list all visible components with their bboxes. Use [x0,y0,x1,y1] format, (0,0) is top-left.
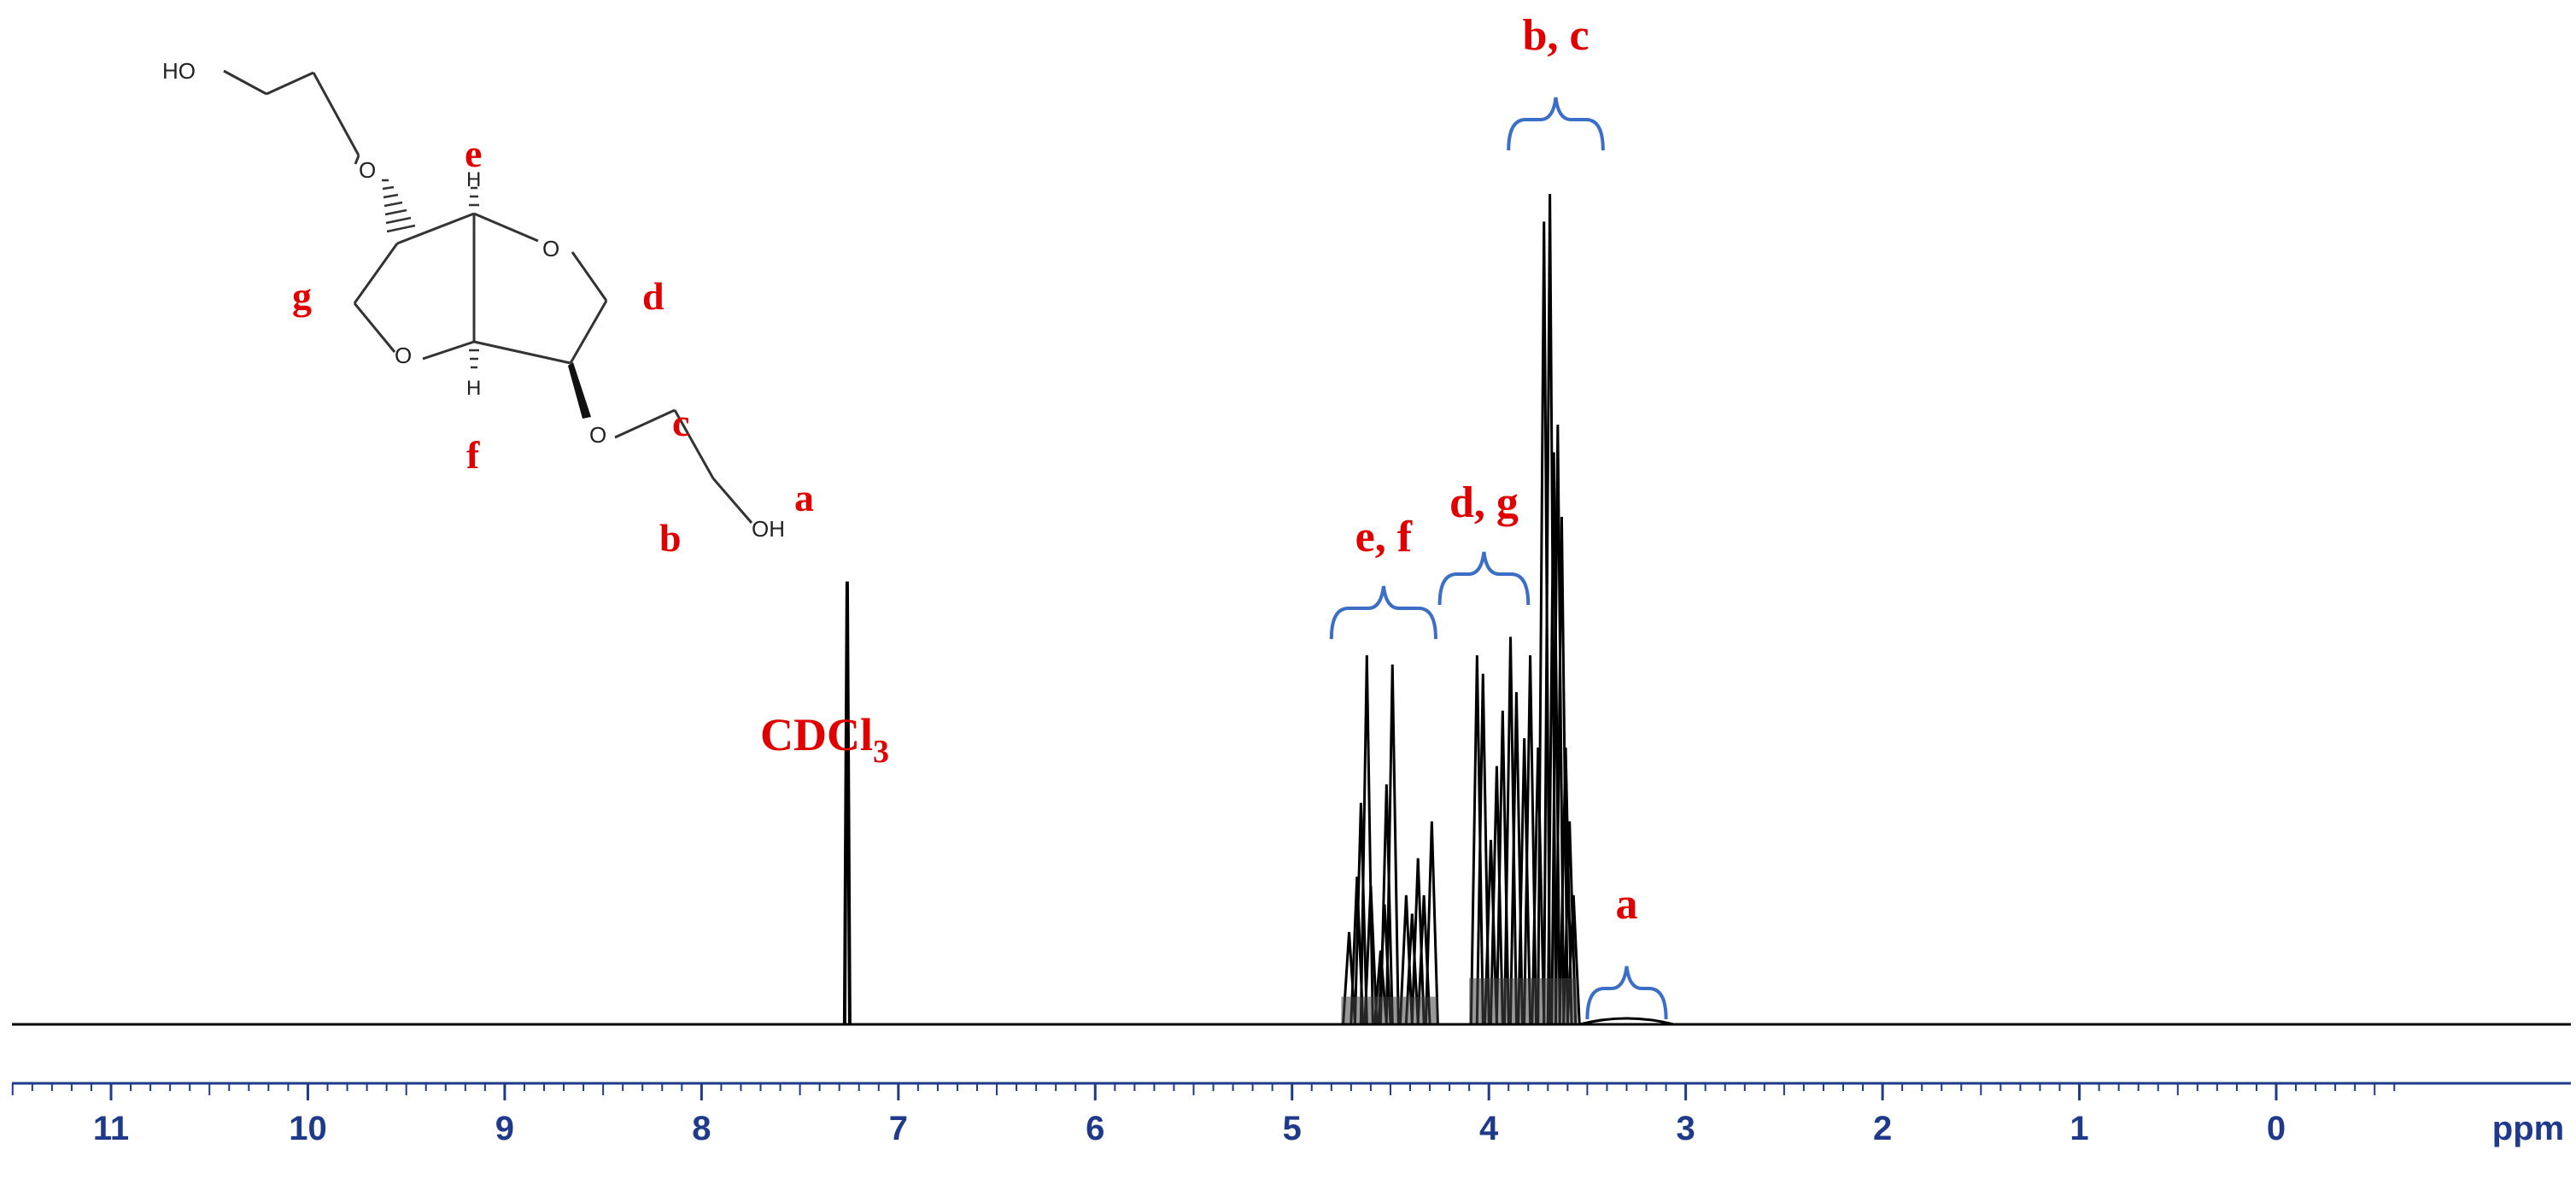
oh-bottom-label: OH [752,516,785,542]
annotation-bracket [1329,585,1437,640]
bond [353,302,396,353]
oxygen-label: O [395,343,412,368]
label-e: e [465,132,482,175]
bond [569,300,608,364]
axis-tick-label: 3 [1677,1110,1695,1147]
bond [422,340,475,361]
annotation-bracket [1585,965,1668,1020]
bond [266,71,314,96]
axis-tick-label: 4 [1479,1110,1499,1147]
axis-tick-label: 1 [2070,1110,2088,1147]
spectrum-peak [1537,221,1552,1025]
hashed-bond [382,179,416,233]
spectrum-peak [1398,895,1414,1025]
oxygen-label: O [589,422,606,448]
label-f: f [466,433,480,477]
axis-unit-label: ppm [2492,1110,2564,1147]
axis-tick-label: 7 [889,1110,908,1147]
spectrum-peak [1410,858,1426,1025]
x-axis: 11 10 9 8 7 6 5 4 3 2 1 0 ppm [11,1082,2571,1147]
spectrum-peak [1424,821,1439,1025]
molecular-structure [223,69,753,524]
bond [312,72,360,156]
bond [673,409,715,479]
label-d: d [642,274,664,318]
multiplet-envelope [1341,996,1438,1024]
spectrum-peak [1489,765,1504,1025]
spectrum-peak [1503,636,1519,1025]
spectrum-peak [1475,673,1490,1025]
hydrogen-label: H [466,168,481,191]
label-a: a [794,476,814,519]
spectrum-peak [1469,654,1484,1025]
axis-tick-label: 2 [1873,1110,1892,1147]
structure-atoms: HO O O O O OH H H [162,58,785,542]
solvent-label-main: CDCl [760,709,873,760]
bond [571,251,608,302]
axis-tick-label: 10 [289,1110,327,1147]
spectrum [842,193,1674,1026]
axis-tick-label: 8 [692,1110,711,1147]
annotation-label: b, c [1523,11,1590,60]
spectrum-peak [1554,516,1569,1025]
spectrum-peak [1379,784,1394,1025]
axis-tick-label: 6 [1086,1110,1104,1147]
label-g: g [292,274,312,318]
bond [396,212,475,245]
bond [354,155,360,165]
bond [473,212,539,243]
oxygen-label: O [542,236,559,261]
annotation-label: e, f [1355,513,1413,561]
spectrum-peak [1579,1017,1674,1026]
peak-annotations: b, c d, g e, f a [1329,11,1668,1020]
hydrogen-label: H [466,377,481,400]
solvent-label: CDCl3 [760,709,889,770]
annotation-label: d, g [1449,478,1519,527]
spectrum-peak [1363,885,1379,1025]
axis-tick-label: 0 [2267,1110,2286,1147]
label-c: c [672,401,689,444]
annotation-label: a [1616,880,1638,929]
label-b: b [659,516,682,560]
ho-top-label: HO [162,58,196,84]
wedge-bond [568,362,591,419]
spectrum-peak [842,581,852,1025]
bond [353,243,399,304]
hashed-h-bond-bottom [469,349,479,369]
spectrum-peak [1385,664,1400,1025]
spectrum-peak [1558,747,1573,1025]
spectrum-peak [1550,424,1566,1025]
spectrum-peak [1517,738,1532,1025]
oxygen-label: O [359,157,376,183]
spectrum-peak [1531,747,1546,1025]
hashed-h-bond-top [469,186,479,207]
spectrum-peak [1353,802,1368,1025]
spectrum-peak [1404,913,1420,1025]
annotation-bracket [1437,551,1531,606]
bond [614,408,676,439]
spectrum-peak [1562,821,1578,1025]
solvent-label-subscript: 3 [873,734,889,770]
axis-tick-label: 5 [1283,1110,1302,1147]
spectrum-peak [1483,839,1498,1025]
axis-tick-label: 11 [93,1110,129,1147]
annotation-bracket [1507,97,1605,151]
bond [711,478,753,524]
multiplet-envelope [1469,978,1578,1024]
bond [223,69,267,96]
proton-labels: e f g d c b a [292,132,814,560]
axis-tick-label: 9 [495,1110,514,1147]
bond [473,340,571,365]
